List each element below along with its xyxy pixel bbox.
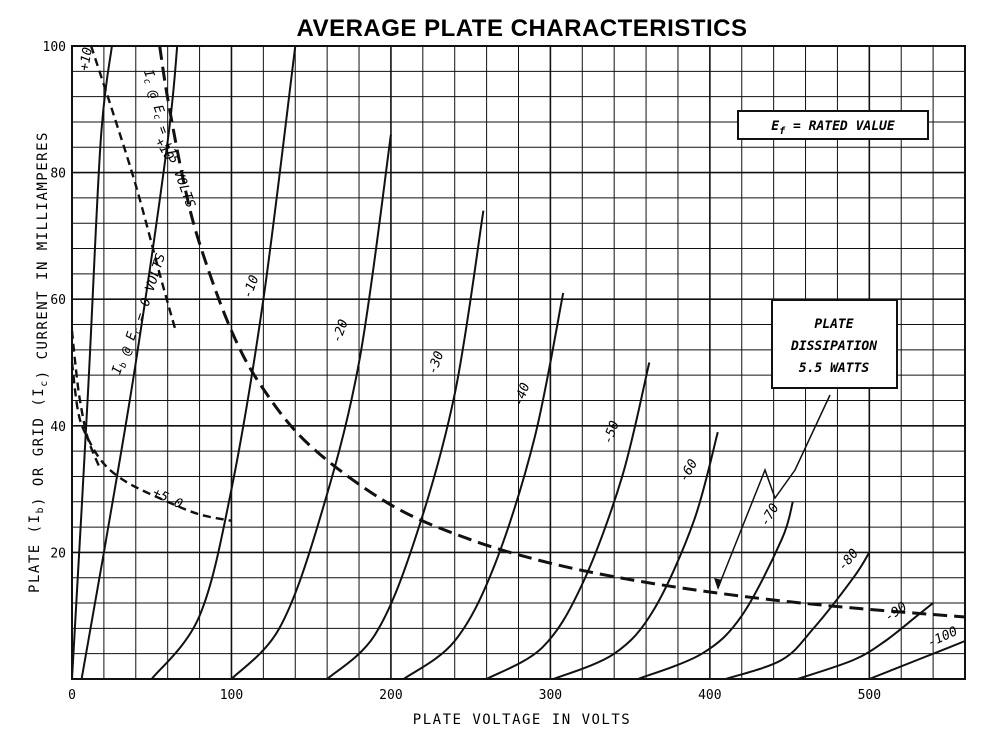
curve-label: -10 — [240, 273, 262, 300]
x-tick-label: 100 — [220, 688, 243, 703]
curve-label: -60 — [676, 457, 701, 485]
curve-label: -20 — [330, 318, 352, 345]
plate-curve — [326, 210, 485, 680]
x-tick-label: 0 — [68, 688, 76, 703]
curve-label: -70 — [758, 501, 783, 529]
y-tick-label: 80 — [50, 167, 66, 182]
y-axis-label: PLATE (Ib) OR GRID (Ic) CURRENT IN MILLI… — [27, 131, 51, 593]
plate-curve — [797, 602, 934, 680]
x-tick-label: 500 — [858, 688, 881, 703]
plate-curves — [71, 45, 966, 680]
y-tick-label: 40 — [50, 420, 66, 435]
y-tick-label: 100 — [43, 40, 66, 55]
grid-current-curve — [70, 330, 102, 471]
curve-label: +10 — [77, 46, 96, 72]
dissipation-curve — [158, 45, 966, 619]
dissipation-box-line-1: PLATE — [814, 317, 853, 332]
grid-current-curve — [89, 45, 177, 332]
dissipation-box-line-2: DISSIPATION — [790, 339, 877, 354]
plate-curve — [637, 501, 794, 680]
tick-labels: 0 100 200 300 400 500 20 40 60 80 100 — [43, 40, 882, 703]
plate-curve — [553, 431, 719, 680]
chart-title: AVERAGE PLATE CHARACTERISTICS — [297, 15, 748, 42]
plate-curve — [486, 362, 651, 680]
ef-annotation: Ef = RATED VALUE — [771, 119, 895, 137]
ib-zero-label: Ib @ Ec = 0 VOLTS — [109, 250, 169, 379]
ic-15-label: Ic @ Ec = +15 VOLTS — [134, 68, 203, 211]
x-tick-label: 400 — [698, 688, 721, 703]
plate-curve — [71, 45, 113, 680]
plate-curve — [80, 45, 179, 680]
y-tick-label: 60 — [50, 293, 66, 308]
dissipation-box-line-3: 5.5 WATTS — [799, 361, 870, 376]
plate-curve — [403, 292, 565, 680]
plate-curve — [725, 551, 871, 680]
grid-curves — [70, 45, 232, 522]
plate-curve — [230, 134, 392, 680]
plate-curve — [868, 640, 966, 680]
ef-annotation-box: Ef = RATED VALUE — [737, 110, 929, 140]
grid-current-curve — [70, 362, 232, 522]
x-tick-label: 300 — [539, 688, 562, 703]
dissipation-arrow — [717, 394, 831, 589]
y-tick-label: 20 — [50, 546, 66, 561]
plate-curve — [150, 45, 297, 680]
curve-label: -50 — [601, 419, 623, 446]
curve-label: -30 — [425, 349, 447, 376]
x-axis-label: PLATE VOLTAGE IN VOLTS — [413, 712, 631, 728]
x-tick-label: 200 — [379, 688, 402, 703]
dissipation-arrow-head — [714, 578, 722, 590]
dissipation-box: PLATE DISSIPATION 5.5 WATTS — [771, 299, 898, 389]
curve-label: -40 — [511, 381, 533, 408]
